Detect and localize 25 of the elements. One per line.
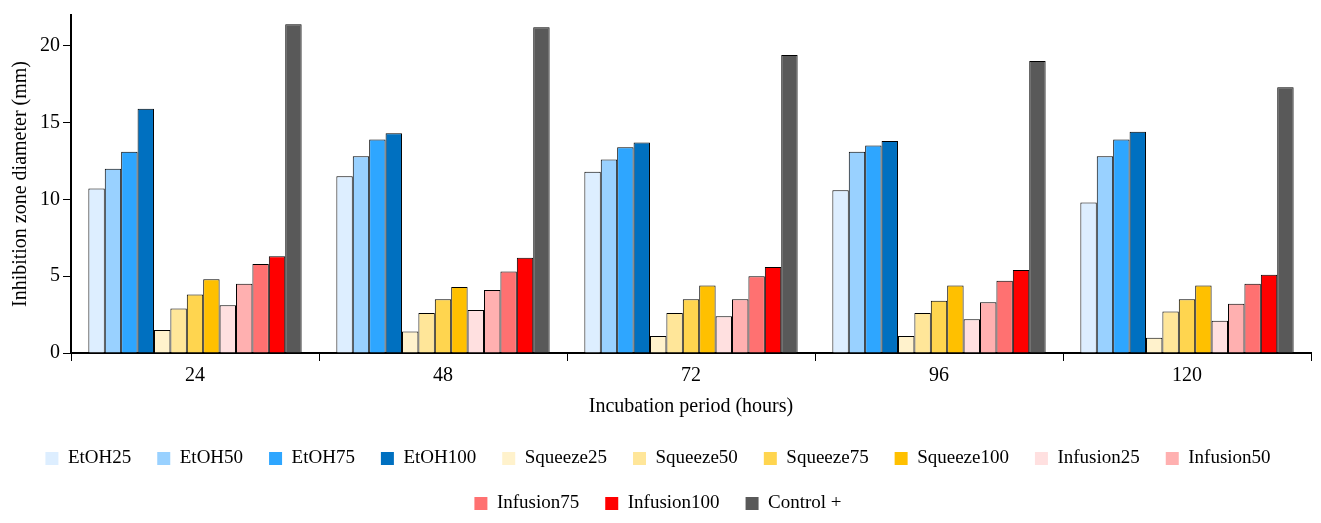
legend-label: EtOH25 xyxy=(67,446,132,468)
x-tick-label: 48 xyxy=(433,363,453,386)
legend-label: Infusion75 xyxy=(496,491,580,513)
legend-label: Squeeze50 xyxy=(655,446,738,468)
y-axis-title: Inhibition zone diameter (mm) xyxy=(8,60,32,308)
y-tick-label: 15 xyxy=(40,109,60,132)
legend-label: Squeeze100 xyxy=(917,446,1009,468)
legend-label: EtOH50 xyxy=(179,446,244,468)
x-tick-label: 72 xyxy=(681,363,701,386)
legend-label: Infusion100 xyxy=(627,491,720,513)
legend-label: Infusion50 xyxy=(1188,446,1271,468)
y-tick-label: 5 xyxy=(50,263,60,286)
legend-label: Infusion25 xyxy=(1057,446,1140,468)
legend-label: Squeeze75 xyxy=(786,446,869,468)
legend-label: Control + xyxy=(768,491,842,513)
y-tick-label: 10 xyxy=(40,186,60,209)
legend-label: EtOH75 xyxy=(291,446,355,468)
y-tick-label: 20 xyxy=(40,32,60,55)
y-tick-label: 0 xyxy=(50,340,60,363)
legend-label: Squeeze25 xyxy=(524,446,608,468)
legend-label: EtOH100 xyxy=(403,446,477,468)
x-axis-title: Incubation period (hours) xyxy=(588,394,794,418)
x-tick-label: 120 xyxy=(1172,363,1202,386)
x-tick-label: 96 xyxy=(929,363,949,386)
x-tick-label: 24 xyxy=(185,363,205,386)
